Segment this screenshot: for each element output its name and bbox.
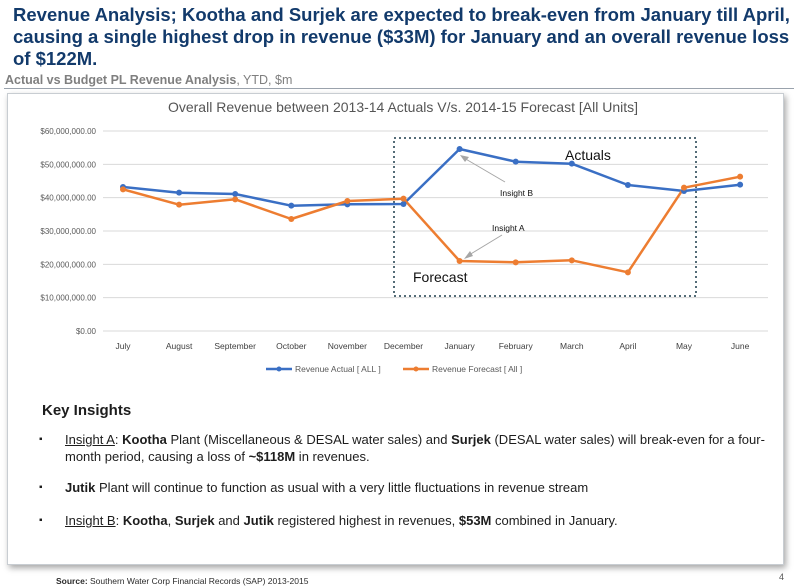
source-text: Southern Water Corp Financial Records (S… — [87, 576, 309, 586]
y-tick-label: $50,000,000.00 — [40, 160, 96, 169]
insight-b-amount: $53M — [458, 513, 492, 528]
insight-a-sep: : — [114, 432, 123, 447]
insight-a-loss: ~$118M — [248, 449, 296, 464]
data-point-forecast — [568, 257, 575, 264]
insight-b-text-4: combined in January. — [491, 513, 618, 528]
annotation-insight-b: Insight B — [500, 188, 533, 198]
revenue-chart: $0.00 $10,000,000.00 $20,000,000.00 $30,000… — [40, 99, 768, 374]
insight-b-surjek: Surjek — [174, 513, 215, 528]
x-tick-label: September — [214, 341, 256, 351]
y-tick-label: $10,000,000.00 — [40, 294, 96, 303]
data-point-forecast — [456, 258, 463, 264]
insight-a-text-2: (DESAL water sales) will break-even for … — [65, 432, 765, 464]
data-point-forecast — [232, 196, 239, 203]
insight-a-item: ▪ Insight A: Kootha Plant (Miscellaneous… — [34, 431, 774, 465]
key-insights: Key Insights ▪ Insight A: Kootha Plant (… — [34, 402, 774, 529]
y-tick-label: $20,000,000.00 — [40, 260, 96, 269]
insight-b-text-2: and — [214, 513, 244, 528]
data-point-forecast — [400, 195, 407, 202]
annotation-actuals: Actuals — [565, 147, 611, 163]
insight-b-text-1: , — [167, 513, 175, 528]
data-point-actual — [400, 201, 407, 207]
insight-b-arrow — [463, 157, 506, 183]
legend-actual-marker — [276, 366, 282, 372]
data-point-forecast — [737, 173, 744, 180]
data-point-actual — [624, 182, 631, 188]
jutik-text: Plant will continue to function as usual… — [95, 480, 589, 495]
page-number: 4 — [779, 572, 785, 582]
bullet-icon: ▪ — [39, 434, 43, 445]
insight-a-kootha: Kootha — [122, 432, 167, 447]
x-tick-label: August — [166, 341, 193, 351]
data-point-actual — [568, 160, 575, 167]
bullet-icon: ▪ — [39, 482, 43, 493]
subtitle-rest: , YTD, $m — [236, 73, 293, 87]
data-point-forecast — [624, 269, 631, 276]
headline: Revenue Analysis; Kootha and Surjek are … — [13, 4, 790, 69]
data-point-actual — [176, 189, 183, 196]
chart-card: $0.00 $10,000,000.00 $20,000,000.00 $30,000… — [7, 93, 784, 565]
data-point-actual — [232, 191, 239, 197]
x-tick-label: February — [499, 341, 534, 351]
data-point-actual — [737, 181, 744, 188]
x-tick-label: June — [731, 341, 750, 351]
insight-b-sep: : — [115, 513, 123, 528]
data-point-forecast — [120, 186, 126, 193]
data-point-actual — [456, 146, 463, 152]
y-tick-label: $40,000,000.00 — [40, 194, 96, 203]
insight-a-text-3: in revenues. — [295, 449, 370, 464]
insight-b-label: Insight B — [65, 513, 116, 528]
legend: Revenue Actual [ ALL ] Revenue Forecast … — [266, 364, 522, 374]
source-note: Source: Southern Water Corp Financial Re… — [56, 576, 308, 586]
subtitle-bold: Actual vs Budget PL Revenue Analysis — [5, 73, 237, 87]
insight-a-arrowhead — [464, 251, 473, 259]
insight-a-surjek: Surjek — [451, 432, 491, 447]
series-line-forecast — [122, 175, 741, 274]
y-tick-label: $60,000,000.00 — [40, 127, 96, 136]
legend-forecast-label: Revenue Forecast [ All ] — [432, 364, 522, 374]
jutik-name: Jutik — [65, 480, 96, 495]
annotation-insight-a: Insight A — [492, 223, 525, 233]
highlight-box — [393, 137, 697, 297]
x-tick-label: January — [444, 341, 475, 351]
x-tick-label: December — [384, 341, 423, 351]
insight-b-jutik: Jutik — [243, 513, 274, 528]
y-tick-label: $30,000,000.00 — [40, 227, 96, 236]
data-point-forecast — [681, 184, 687, 191]
data-point-actual — [512, 158, 519, 165]
insight-b-kootha: Kootha — [122, 513, 168, 528]
insight-a-text-1: Plant (Miscellaneous & DESAL water sales… — [166, 432, 452, 447]
insight-b-item: ▪ Insight B: Kootha, Surjek and Jutik re… — [34, 512, 774, 529]
series-line-actual — [122, 147, 741, 207]
key-insights-title: Key Insights — [42, 402, 132, 419]
x-tick-label: October — [276, 341, 306, 351]
y-tick-label: $0.00 — [76, 327, 97, 336]
insight-a-arrow — [468, 234, 503, 256]
divider — [4, 88, 794, 89]
insight-b-arrowhead — [460, 155, 469, 162]
jutik-item: ▪ Jutik Plant will continue to function … — [34, 479, 774, 496]
data-point-forecast — [512, 259, 519, 266]
data-point-actual — [288, 202, 295, 209]
data-point-forecast — [176, 201, 183, 208]
insight-b-text-3: registered highest in revenues, — [273, 513, 459, 528]
x-tick-label: March — [560, 341, 584, 351]
data-point-forecast — [344, 198, 351, 204]
x-tick-label: July — [115, 341, 131, 351]
insight-a-label: Insight A — [65, 432, 115, 447]
legend-forecast-marker — [413, 366, 419, 372]
data-point-forecast — [288, 216, 295, 222]
x-tick-label: May — [676, 341, 693, 351]
x-tick-label: April — [619, 341, 636, 351]
source-label: Source: — [56, 576, 88, 586]
legend-actual-label: Revenue Actual [ ALL ] — [295, 364, 381, 374]
slide-subtitle: Actual vs Budget PL Revenue Analysis, YT… — [5, 73, 292, 87]
annotation-forecast: Forecast — [413, 269, 468, 285]
bullet-icon: ▪ — [39, 515, 43, 526]
x-tick-label: November — [328, 341, 367, 351]
chart-title: Overall Revenue between 2013-14 Actuals … — [168, 99, 638, 115]
